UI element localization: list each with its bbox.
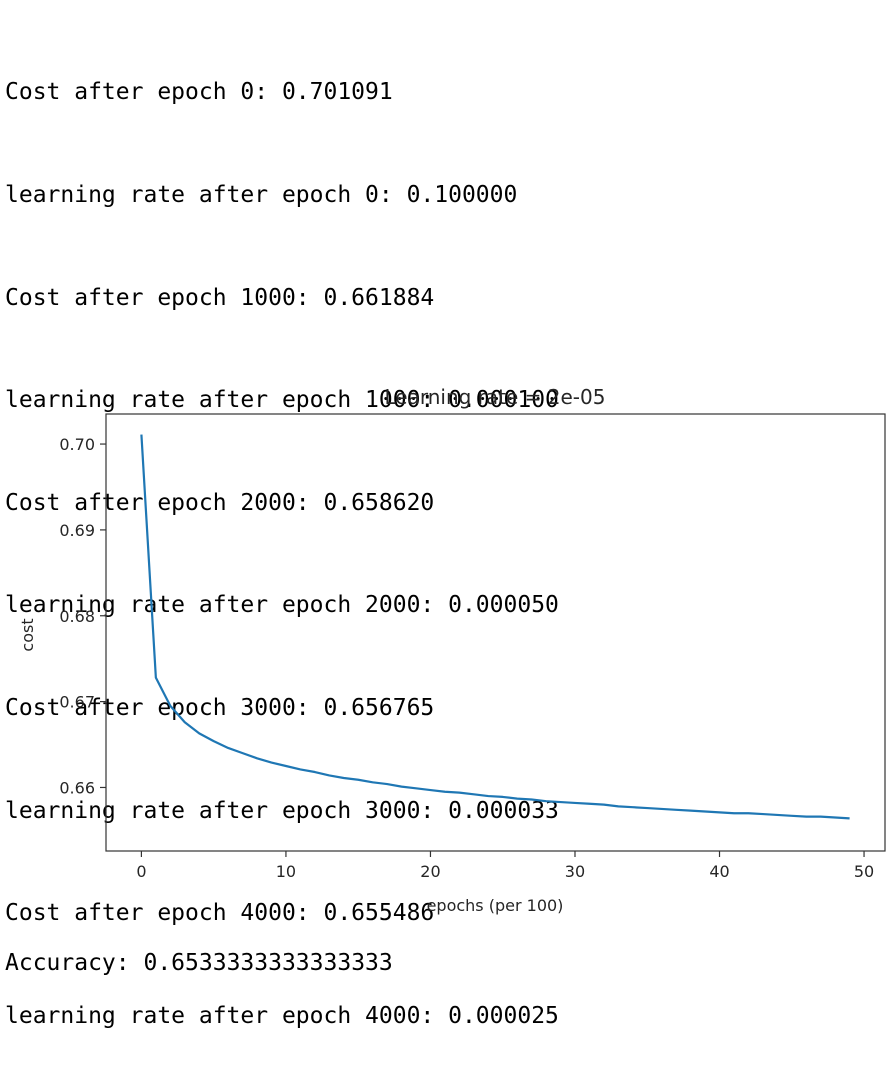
y-tick-label: 0.66 <box>59 778 95 797</box>
log-line: learning rate after epoch 4000: 0.000025 <box>5 1002 559 1029</box>
chart-title: Learning rate = 2e-05 <box>385 385 606 409</box>
plot-frame <box>105 413 886 852</box>
cost-chart-svg: Learning rate = 2e-05 0 10 20 30 40 50 0.66 0.6… <box>18 385 886 915</box>
y-tick-label: 0.69 <box>59 521 95 540</box>
x-tick-label: 50 <box>854 862 874 881</box>
cost-chart: Learning rate = 2e-05 0 10 20 30 40 50 0.66 0.6… <box>0 372 895 922</box>
y-tick-label: 0.68 <box>59 607 95 626</box>
log-line: learning rate after epoch 1000: 0.000100 <box>5 387 559 414</box>
x-tick-label: 0 <box>136 862 146 881</box>
log-line: Cost after epoch 4000: 0.655486 <box>5 900 435 927</box>
x-tick-label: 40 <box>709 862 729 881</box>
log-line: Cost after epoch 1000: 0.661884 <box>5 284 435 311</box>
y-axis-label: cost <box>18 618 37 651</box>
cost-series-line <box>140 434 850 820</box>
log-line: Cost after epoch 2000: 0.658620 <box>5 489 435 516</box>
x-tick-label: 10 <box>276 862 296 881</box>
accuracy-readout: Accuracy: 0.6533333333333333 <box>5 948 393 978</box>
log-line: learning rate after epoch 0: 0.100000 <box>5 182 518 208</box>
log-line: Cost after epoch 0: 0.701091 <box>5 79 393 106</box>
x-tick-label: 20 <box>420 862 440 881</box>
accuracy-label: Accuracy: <box>5 950 130 976</box>
y-tick-label: 0.67 <box>59 693 95 712</box>
x-axis-label: epochs (per 100) <box>427 896 564 915</box>
y-tick-label: 0.70 <box>59 435 95 454</box>
log-line: learning rate after epoch 3000: 0.000033 <box>5 797 559 824</box>
accuracy-value: 0.6533333333333333 <box>143 950 393 976</box>
log-line: learning rate after epoch 2000: 0.000050 <box>5 592 559 619</box>
log-line: Cost after epoch 3000: 0.656765 <box>5 694 435 721</box>
x-tick-label: 30 <box>565 862 585 881</box>
